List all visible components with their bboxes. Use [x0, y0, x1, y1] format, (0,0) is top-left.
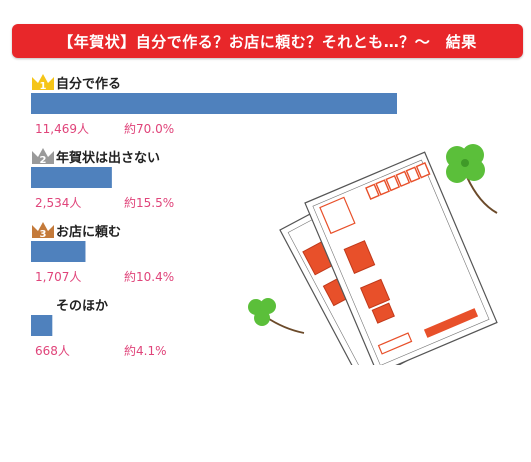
bar [31, 241, 86, 262]
nengajo-postcards-illustration [248, 144, 498, 365]
value-label: 1,707人 [35, 270, 81, 284]
percent-label: 約4.1% [124, 343, 167, 358]
rank-number: 3 [40, 229, 47, 240]
category-label: お店に頼む [56, 224, 121, 240]
postcard-front [304, 151, 498, 365]
rank-number: 2 [40, 155, 47, 166]
value-label: 2,534人 [35, 196, 81, 210]
percent-label: 約10.4% [124, 269, 174, 284]
category-label: そのほか [56, 299, 108, 314]
value-label: 668人 [35, 344, 70, 358]
clover-icon-large [446, 144, 498, 214]
clover-icon-small [248, 298, 305, 334]
bar [31, 93, 397, 114]
chart-title: 【年賀状】自分で作る？お店に頼む？それとも…？〜 結果 [58, 32, 477, 51]
rank-number: 1 [40, 81, 47, 92]
percent-label: 約15.5% [124, 195, 174, 210]
title-banner: 【年賀状】自分で作る？お店に頼む？それとも…？〜 結果 [12, 24, 523, 58]
bar [31, 315, 53, 336]
rank-crown-icon: 2 [32, 148, 54, 166]
value-label: 11,469人 [35, 122, 89, 136]
rank-crown-icon: 3 [32, 222, 54, 240]
bar [31, 167, 112, 188]
percent-label: 約70.0% [124, 121, 174, 136]
category-label: 年賀状は出さない [56, 150, 160, 166]
category-label: 自分で作る [56, 76, 121, 92]
rank-crown-icon: 1 [32, 74, 54, 92]
